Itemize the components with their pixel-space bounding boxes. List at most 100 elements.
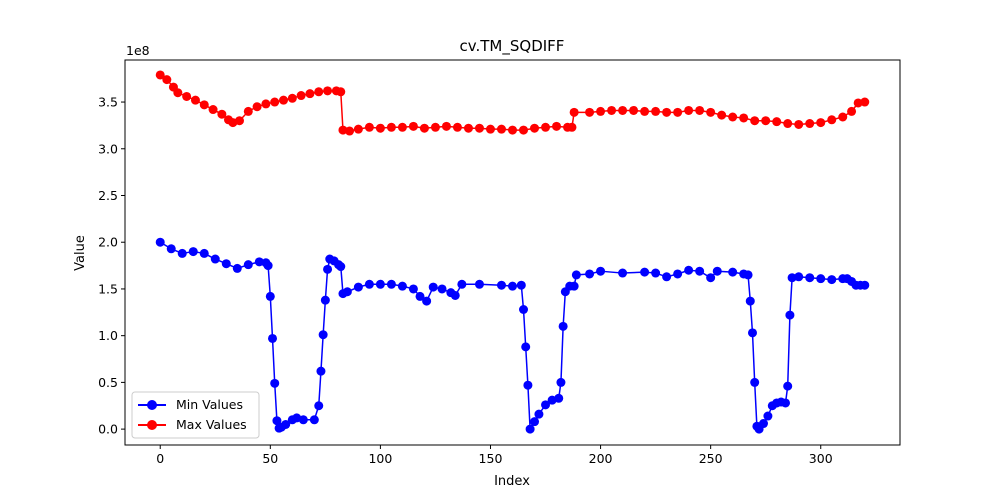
- data-point-max: [530, 123, 540, 133]
- data-point-min: [827, 275, 837, 285]
- data-point-max: [569, 107, 579, 117]
- data-point-min: [508, 281, 517, 291]
- data-point-min: [314, 401, 324, 411]
- data-point-max: [706, 107, 716, 117]
- data-point-max: [162, 75, 172, 85]
- data-point-max: [607, 105, 617, 115]
- data-point-min: [281, 419, 291, 429]
- data-point-max: [761, 116, 771, 126]
- data-point-min: [695, 266, 705, 276]
- data-point-max: [596, 106, 606, 116]
- data-point-min: [415, 291, 425, 301]
- data-point-min: [521, 342, 531, 352]
- data-point-min: [199, 248, 209, 258]
- data-point-max: [794, 119, 804, 129]
- data-point-min: [662, 272, 672, 282]
- data-point-max: [772, 117, 782, 127]
- data-point-min: [318, 330, 328, 340]
- data-point-max: [860, 97, 870, 107]
- data-point-max: [728, 112, 738, 122]
- data-point-max: [323, 86, 333, 96]
- x-tick-label: 200: [589, 451, 613, 466]
- data-point-min: [618, 268, 628, 278]
- data-point-min: [596, 266, 606, 276]
- data-point-max: [750, 116, 760, 126]
- data-point-max: [345, 126, 355, 136]
- data-point-min: [450, 290, 460, 300]
- data-point-max: [397, 122, 407, 132]
- legend: Min Values Max Values: [131, 391, 260, 439]
- data-point-min: [320, 295, 330, 305]
- legend-marker-max: [147, 420, 157, 430]
- series-line-min: [159, 241, 865, 430]
- data-point-max: [199, 100, 209, 110]
- data-point-max: [816, 118, 826, 128]
- data-point-max: [853, 98, 863, 108]
- data-point-max: [408, 121, 418, 131]
- series-max-values: [155, 70, 870, 136]
- data-point-max: [474, 123, 484, 133]
- data-point-min: [336, 262, 346, 272]
- data-point-min: [210, 254, 220, 264]
- data-point-min: [221, 259, 231, 269]
- data-point-min: [437, 284, 447, 294]
- data-point-min: [750, 377, 760, 387]
- data-point-max: [305, 89, 315, 99]
- data-point-min: [745, 296, 755, 306]
- data-point-max: [847, 106, 857, 116]
- data-point-max: [805, 119, 815, 129]
- data-point-min: [386, 279, 396, 289]
- data-point-min: [263, 261, 273, 271]
- data-point-max: [314, 87, 324, 97]
- data-point-min: [177, 248, 187, 258]
- data-point-max: [508, 125, 517, 135]
- y-offset-label: 1e8: [126, 43, 150, 58]
- data-point-min: [554, 393, 564, 403]
- data-point-max: [279, 95, 289, 105]
- data-point-min: [794, 272, 804, 282]
- data-point-max: [541, 122, 551, 132]
- data-point-max: [496, 124, 506, 134]
- x-tick-label: 50: [262, 451, 278, 466]
- data-point-min: [785, 310, 795, 320]
- data-point-max: [287, 93, 297, 103]
- data-point-min: [781, 398, 791, 408]
- y-tick-label: 3.5: [98, 95, 118, 110]
- data-point-min: [758, 419, 768, 429]
- data-point-min: [651, 268, 661, 278]
- x-tick-label: 0: [156, 451, 164, 466]
- data-point-max: [338, 125, 348, 135]
- data-point-min: [525, 424, 535, 434]
- data-point-min: [747, 328, 757, 338]
- data-point-max: [270, 97, 280, 107]
- data-point-min: [556, 377, 566, 387]
- data-point-min: [188, 247, 198, 257]
- data-point-max: [717, 110, 727, 120]
- data-point-min: [364, 279, 374, 289]
- y-tick-label: 1.5: [98, 281, 118, 296]
- data-point-min: [243, 260, 253, 270]
- data-point-min: [534, 409, 544, 419]
- y-tick-label: 1.0: [98, 328, 118, 343]
- data-point-max: [640, 106, 650, 116]
- data-point-max: [182, 91, 192, 101]
- data-point-max: [155, 70, 165, 80]
- legend-marker-min: [147, 400, 157, 410]
- data-point-min: [422, 296, 432, 306]
- data-point-max: [261, 99, 271, 109]
- x-tick-label: 300: [809, 451, 833, 466]
- data-point-min: [728, 267, 738, 277]
- data-point-max: [463, 123, 473, 133]
- data-point-max: [173, 88, 183, 98]
- data-point-max: [353, 124, 363, 134]
- data-point-min: [640, 267, 650, 277]
- data-point-min: [805, 273, 815, 283]
- data-point-max: [585, 107, 595, 117]
- y-tick-label: 2.0: [98, 235, 118, 250]
- data-point-min: [323, 264, 333, 274]
- data-point-max: [629, 105, 639, 115]
- x-axis: 0 50 100 150 200 250 300: [156, 445, 833, 466]
- legend-box: [131, 391, 260, 439]
- data-point-min: [342, 287, 352, 297]
